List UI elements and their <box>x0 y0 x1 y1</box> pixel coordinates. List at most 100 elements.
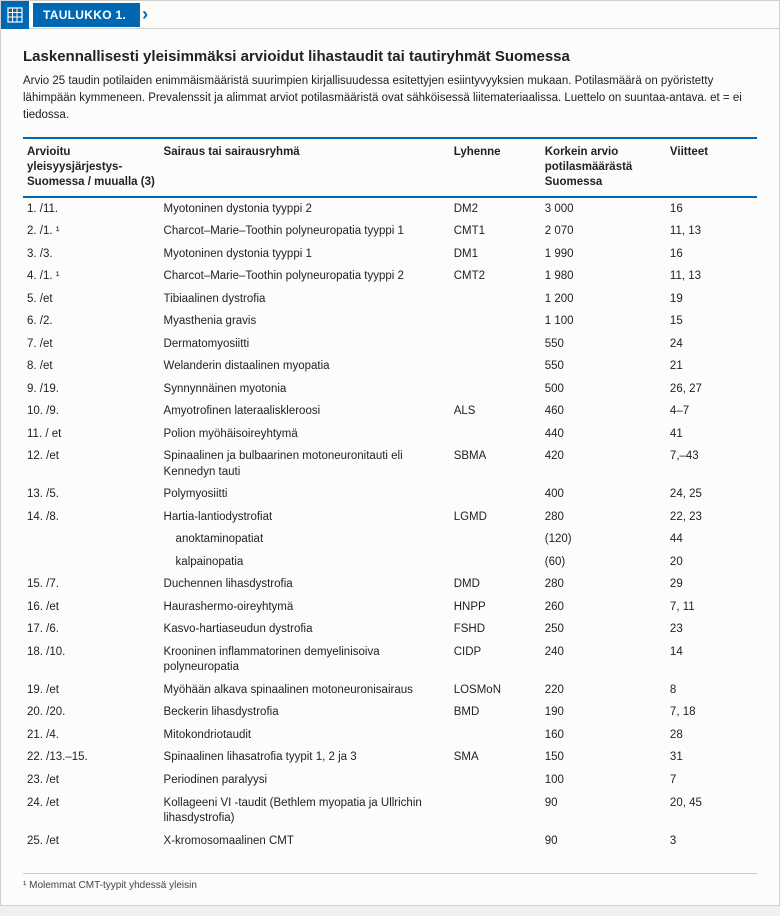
table-row: 12. /etSpinaalinen ja bulbaarinen motone… <box>23 446 757 484</box>
cell-rank: 7. /et <box>23 333 160 356</box>
cell-name: Polymyosiitti <box>160 484 450 507</box>
cell-est: 550 <box>541 356 666 379</box>
cell-est: 220 <box>541 679 666 702</box>
table-row: 1. /11.Myotoninen dystonia tyyppi 2DM23 … <box>23 197 757 221</box>
cell-est: 2 070 <box>541 221 666 244</box>
table-row: 21. /4.Mitokondriotaudit16028 <box>23 724 757 747</box>
cell-ref: 11, 13 <box>666 221 757 244</box>
cell-ref: 3 <box>666 830 757 853</box>
cell-name: Myöhään alkava spinaalinen motoneuronisa… <box>160 679 450 702</box>
cell-name: Dermatomyosiitti <box>160 333 450 356</box>
cell-name: Polion myöhäisoireyhtymä <box>160 423 450 446</box>
cell-rank: 18. /10. <box>23 641 160 679</box>
cell-name: Charcot–Marie–Toothin polyneuropatia tyy… <box>160 266 450 289</box>
table-row: 5. /etTibiaalinen dystrofia1 20019 <box>23 288 757 311</box>
cell-rank: 17. /6. <box>23 619 160 642</box>
col-header-ref: Viitteet <box>666 138 757 197</box>
cell-rank: 6. /2. <box>23 311 160 334</box>
cell-est: 90 <box>541 830 666 853</box>
table-row: 2. /1. ¹Charcot–Marie–Toothin polyneurop… <box>23 221 757 244</box>
table-row: 19. /etMyöhään alkava spinaalinen motone… <box>23 679 757 702</box>
cell-name: Amyotrofinen lateraaliskleroosi <box>160 401 450 424</box>
cell-ref: 41 <box>666 423 757 446</box>
table-row: 8. /etWelanderin distaalinen myopatia550… <box>23 356 757 379</box>
cell-abbr: SMA <box>450 747 541 770</box>
table-body: 1. /11.Myotoninen dystonia tyyppi 2DM23 … <box>23 197 757 852</box>
cell-abbr: LGMD <box>450 506 541 529</box>
cell-rank: 1. /11. <box>23 197 160 221</box>
cell-ref: 19 <box>666 288 757 311</box>
table-row: 3. /3.Myotoninen dystonia tyyppi 1DM11 9… <box>23 243 757 266</box>
cell-rank: 22. /13.–15. <box>23 747 160 770</box>
cell-est: 100 <box>541 769 666 792</box>
cell-est: 1 200 <box>541 288 666 311</box>
cell-abbr <box>450 830 541 853</box>
cell-abbr <box>450 529 541 552</box>
cell-abbr: DMD <box>450 574 541 597</box>
cell-name: Beckerin lihasdystrofia <box>160 702 450 725</box>
table-subtitle: Arvio 25 taudin potilaiden enimmäismääri… <box>23 73 757 123</box>
cell-ref: 7, 18 <box>666 702 757 725</box>
table-row: 23. /etPeriodinen paralyysi1007 <box>23 769 757 792</box>
cell-name: Mitokondriotaudit <box>160 724 450 747</box>
header-bar: TAULUKKO 1. › <box>1 1 779 29</box>
cell-rank: 8. /et <box>23 356 160 379</box>
table-row: 9. /19.Synnynnäinen myotonia50026, 27 <box>23 378 757 401</box>
table-row: 16. /etHaurashermo-oireyhtymäHNPP2607, 1… <box>23 596 757 619</box>
cell-est: 1 980 <box>541 266 666 289</box>
cell-est: 1 990 <box>541 243 666 266</box>
cell-name: Kollageeni VI -taudit (Bethlem myopatia … <box>160 792 450 830</box>
cell-rank: 24. /et <box>23 792 160 830</box>
cell-abbr <box>450 356 541 379</box>
cell-rank: 14. /8. <box>23 506 160 529</box>
cell-est: 90 <box>541 792 666 830</box>
cell-rank: 20. /20. <box>23 702 160 725</box>
table-row: kalpainopatia(60)20 <box>23 551 757 574</box>
cell-est: 400 <box>541 484 666 507</box>
cell-est: 440 <box>541 423 666 446</box>
cell-abbr: LOSMoN <box>450 679 541 702</box>
cell-name: Spinaalinen lihasatrofia tyypit 1, 2 ja … <box>160 747 450 770</box>
table-row: 10. /9.Amyotrofinen lateraaliskleroosiAL… <box>23 401 757 424</box>
cell-rank: 3. /3. <box>23 243 160 266</box>
table-row: 22. /13.–15.Spinaalinen lihasatrofia tyy… <box>23 747 757 770</box>
cell-name: Synnynnäinen myotonia <box>160 378 450 401</box>
cell-abbr: CMT2 <box>450 266 541 289</box>
table-icon <box>1 1 29 29</box>
col-header-rank: Arvioitu yleisyysjärjestys- Suomessa / m… <box>23 138 160 197</box>
table-row: 13. /5.Polymyosiitti40024, 25 <box>23 484 757 507</box>
cell-name: Myasthenia gravis <box>160 311 450 334</box>
table-row: anoktaminopatiat(120)44 <box>23 529 757 552</box>
cell-name: Periodinen paralyysi <box>160 769 450 792</box>
cell-name: Hartia-lantiodystrofiat <box>160 506 450 529</box>
cell-name: Krooninen inflammatorinen demyelinisoiva… <box>160 641 450 679</box>
cell-name: Duchennen lihasdystrofia <box>160 574 450 597</box>
cell-ref: 15 <box>666 311 757 334</box>
cell-est: 260 <box>541 596 666 619</box>
cell-ref: 7,–43 <box>666 446 757 484</box>
table-row: 24. /etKollageeni VI -taudit (Bethlem my… <box>23 792 757 830</box>
table-row: 15. /7.Duchennen lihasdystrofiaDMD28029 <box>23 574 757 597</box>
cell-name: Kasvo-hartiaseudun dystrofia <box>160 619 450 642</box>
cell-rank: 12. /et <box>23 446 160 484</box>
cell-abbr: ALS <box>450 401 541 424</box>
cell-est: 1 100 <box>541 311 666 334</box>
table-row: 20. /20.Beckerin lihasdystrofiaBMD1907, … <box>23 702 757 725</box>
cell-ref: 11, 13 <box>666 266 757 289</box>
cell-ref: 24, 25 <box>666 484 757 507</box>
cell-ref: 20, 45 <box>666 792 757 830</box>
cell-abbr <box>450 378 541 401</box>
cell-rank: 16. /et <box>23 596 160 619</box>
cell-name: kalpainopatia <box>160 551 450 574</box>
cell-est: 550 <box>541 333 666 356</box>
cell-ref: 14 <box>666 641 757 679</box>
cell-abbr: DM1 <box>450 243 541 266</box>
table-row: 6. /2.Myasthenia gravis 1 10015 <box>23 311 757 334</box>
table-row: 17. /6.Kasvo-hartiaseudun dystrofiaFSHD2… <box>23 619 757 642</box>
cell-name: anoktaminopatiat <box>160 529 450 552</box>
data-table: Arvioitu yleisyysjärjestys- Suomessa / m… <box>23 137 757 852</box>
cell-ref: 21 <box>666 356 757 379</box>
cell-rank: 10. /9. <box>23 401 160 424</box>
cell-name: Spinaalinen ja bulbaarinen motoneuronita… <box>160 446 450 484</box>
content-area: Laskennallisesti yleisimmäksi arvioidut … <box>1 29 779 863</box>
